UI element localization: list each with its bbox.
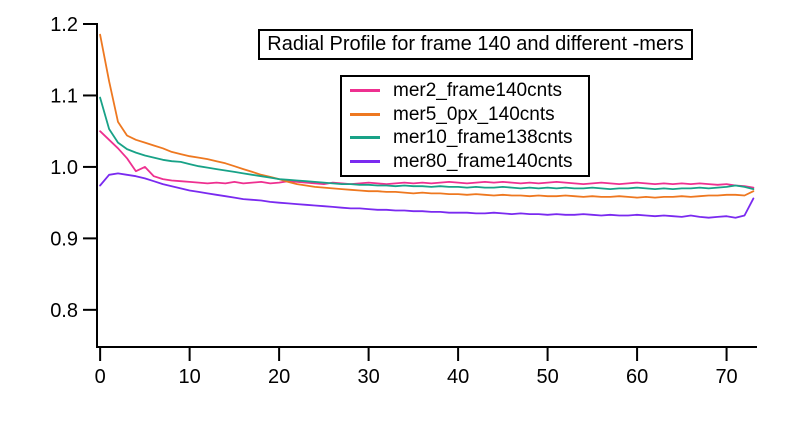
x-tick-label: 20 [268, 366, 290, 388]
x-tick-label: 40 [447, 366, 469, 388]
legend-line-swatch [350, 89, 380, 93]
series-line-mer10_frame138cnts [99, 96, 755, 191]
legend-item: mer5_0px_140cnts [342, 103, 588, 126]
chart-title: Radial Profile for frame 140 and differe… [267, 33, 684, 55]
legend-line-swatch [350, 112, 380, 116]
legend-line-swatch [350, 136, 380, 140]
legend-item: mer80_frame140cnts [342, 150, 588, 173]
x-tick-label: 10 [178, 366, 200, 388]
legend-label: mer80_frame140cnts [393, 150, 573, 172]
legend-item: mer2_frame140cnts [342, 79, 588, 102]
chart-title-box: Radial Profile for frame 140 and differe… [258, 29, 693, 60]
series-line-mer2_frame140cnts [99, 130, 755, 189]
x-tick-label: 60 [626, 366, 648, 388]
x-tick-label: 0 [95, 366, 106, 388]
x-tick-label: 50 [536, 366, 558, 388]
legend-label: mer10_frame138cnts [393, 127, 573, 149]
legend-item: mer10_frame138cnts [342, 126, 588, 149]
series-line-mer5_0px_140cnts [99, 33, 755, 199]
x-tick-label: 30 [357, 366, 379, 388]
axis-spines [96, 23, 757, 348]
y-tick-label: 1.0 [50, 157, 78, 179]
legend: mer2_frame140cnts mer5_0px_140cnts mer10_f… [340, 75, 590, 177]
y-tick-label: 0.9 [50, 228, 78, 250]
y-tick-label: 0.8 [50, 300, 78, 322]
legend-line-swatch [350, 159, 380, 163]
x-tick-label: 70 [715, 366, 737, 388]
y-tick-label: 1.2 [50, 14, 78, 36]
y-tick-label: 1.1 [50, 85, 78, 107]
legend-label: mer5_0px_140cnts [393, 103, 555, 125]
series-line-mer80_frame140cnts [99, 172, 755, 219]
legend-label: mer2_frame140cnts [393, 80, 562, 102]
